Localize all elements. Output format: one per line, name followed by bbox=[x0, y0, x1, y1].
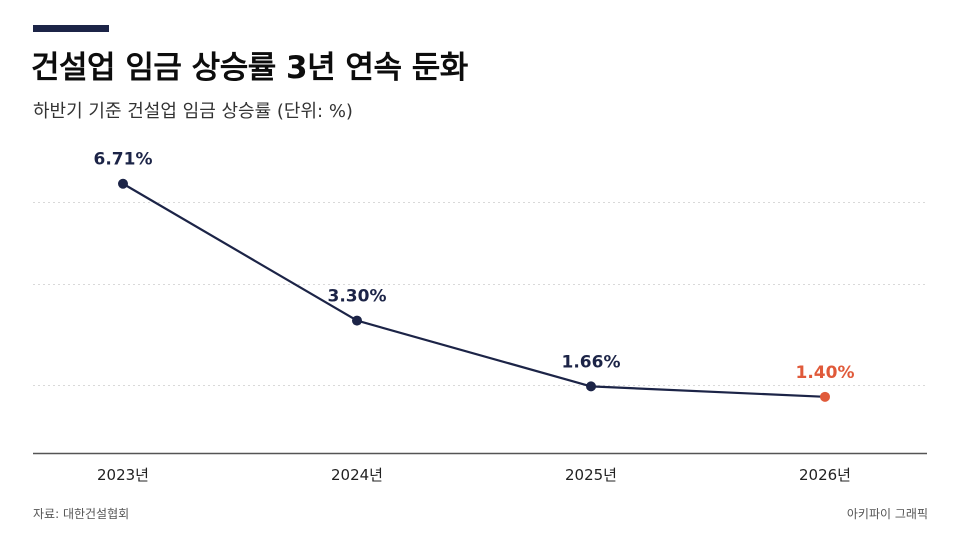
data-point-0 bbox=[118, 178, 128, 189]
x-tick-label-2: 2025년 bbox=[565, 466, 617, 484]
series-line bbox=[122, 182, 826, 398]
data-label-1: 3.30% bbox=[328, 287, 387, 307]
data-label-2: 1.66% bbox=[562, 352, 621, 372]
page-title: 건설업 임금 상승률 3년 연속 둔화 bbox=[31, 50, 468, 86]
brand-credit: 아키파이 그래픽 bbox=[846, 507, 928, 521]
x-tick-label-1: 2024년 bbox=[331, 466, 383, 484]
x-tick-label-0: 2023년 bbox=[97, 466, 149, 484]
source-note: 자료: 대한건설협회 bbox=[33, 507, 130, 521]
accent-bar bbox=[33, 25, 109, 32]
data-point-3 bbox=[820, 391, 830, 402]
data-label-3: 1.40% bbox=[796, 363, 855, 383]
data-point-1 bbox=[352, 315, 362, 326]
data-point-2 bbox=[586, 381, 596, 392]
x-tick-label-3: 2026년 bbox=[799, 466, 851, 484]
data-label-0: 6.71% bbox=[94, 150, 153, 170]
chart-subtitle: 하반기 기준 건설업 임금 상승률 (단위: %) bbox=[33, 101, 353, 122]
